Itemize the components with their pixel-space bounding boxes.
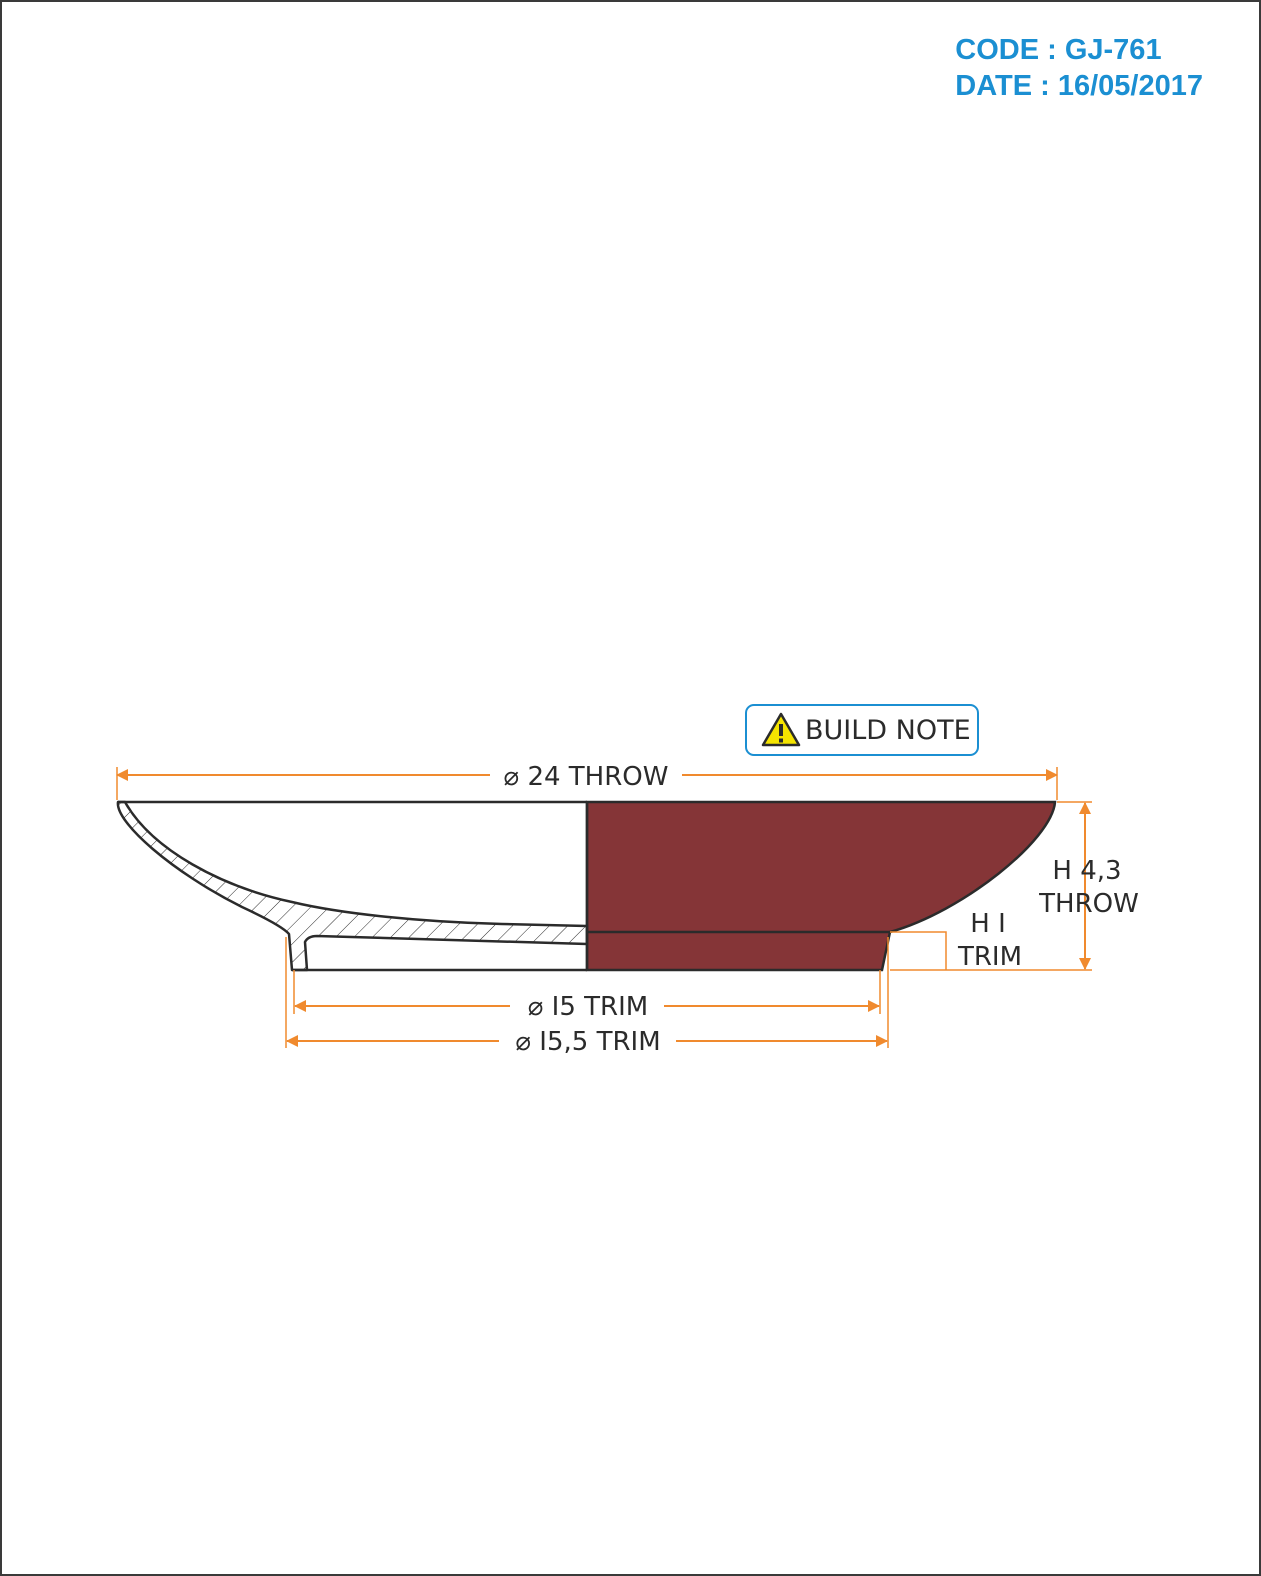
throw-diameter-label: ⌀ 24 THROW: [504, 762, 669, 792]
plate-section-hatched: [116, 800, 589, 972]
build-note-button[interactable]: BUILD NOTE: [745, 704, 979, 756]
throw-height-label-1: H 4,3: [1052, 856, 1121, 886]
trim-height-label-2: TRIM: [957, 942, 1022, 972]
trim-inner-diameter-label: ⌀ I5 TRIM: [528, 992, 648, 1022]
trim-height-bracket: [890, 931, 947, 970]
product-code: CODE : GJ-761: [955, 34, 1162, 66]
trim-outer-diameter-label: ⌀ I5,5 TRIM: [515, 1027, 660, 1057]
throw-height-label-2: THROW: [1038, 889, 1139, 919]
warning-icon: [761, 712, 801, 747]
drawing-date: DATE : 16/05/2017: [955, 70, 1203, 102]
build-note-label: BUILD NOTE: [805, 714, 971, 746]
trim-height-label-1: H I: [970, 909, 1005, 939]
sheet-info: CODE : GJ-761 DATE : 16/05/2017: [955, 32, 1203, 104]
